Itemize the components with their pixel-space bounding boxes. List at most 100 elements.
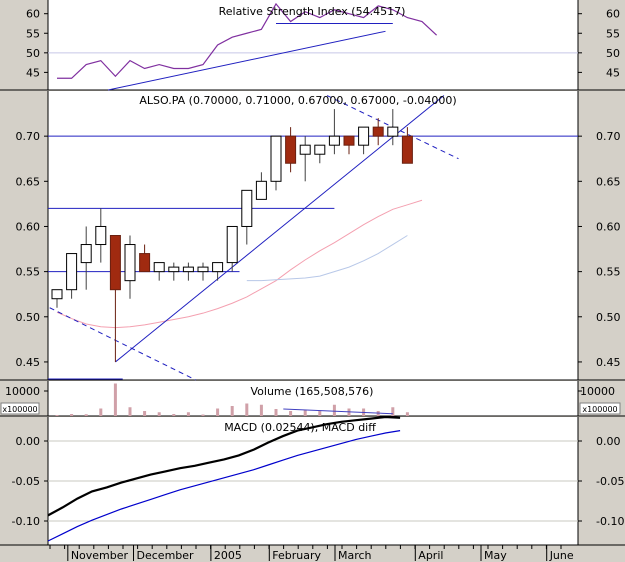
macd-line	[47, 415, 401, 517]
candle-up	[197, 266, 209, 273]
month-label: February	[272, 549, 321, 562]
month-label: June	[549, 549, 574, 562]
candle-up	[80, 244, 92, 264]
rsi-trendline	[107, 30, 386, 91]
candle-up	[66, 253, 78, 291]
volume-unit-box-left	[0, 402, 40, 415]
candle-down	[372, 126, 384, 137]
macd-signal-line	[47, 430, 401, 542]
moving-average-line	[246, 235, 408, 282]
month-label: November	[71, 549, 129, 562]
rsi-line	[57, 2, 438, 79]
candle-up	[51, 289, 63, 300]
price-left-tick-label: 0.50	[16, 311, 41, 324]
macd-left-tick-label: -0.10	[12, 515, 40, 528]
month-label: 2005	[214, 549, 242, 562]
candle-up	[314, 144, 326, 155]
macd-left-tick-label: -0.05	[12, 475, 40, 488]
candle-down	[285, 135, 297, 164]
dashed-trendline	[49, 307, 196, 381]
volume-trendline	[283, 408, 393, 415]
rsi-right-tick-label: 45	[606, 66, 620, 79]
volume-bar	[332, 404, 336, 416]
candle-up	[212, 262, 224, 273]
rsi-right-tick-label: 55	[606, 27, 620, 40]
volume-bar	[230, 406, 234, 416]
volume-bar	[128, 407, 132, 416]
candle-up	[124, 244, 136, 282]
candle-up	[241, 189, 253, 227]
volume-bar	[274, 409, 278, 416]
candle-down	[343, 135, 355, 146]
price-left-tick-label: 0.45	[16, 356, 41, 369]
rsi-right-tick-label: 50	[606, 47, 620, 60]
candle-up	[270, 135, 282, 182]
month-label: April	[418, 549, 443, 562]
volume-left-tick-label: 10000	[5, 385, 40, 398]
volume-bar	[84, 414, 88, 416]
volume-bar	[201, 414, 205, 416]
volume-bar	[245, 403, 249, 416]
rsi-title: Relative Strength Index (54.4517)	[219, 5, 406, 18]
volume-title: Volume (165,508,576)	[251, 385, 374, 398]
rsi-left-tick-label: 60	[26, 8, 40, 21]
candle-up	[153, 262, 165, 273]
volume-unit-box-right	[579, 402, 621, 415]
rsi-right-tick-label: 60	[606, 8, 620, 21]
volume-bar	[405, 412, 409, 416]
volume-unit-label-left: x100000	[2, 405, 37, 414]
price-left-tick-label: 0.70	[16, 130, 41, 143]
volume-bar	[391, 407, 395, 416]
candle-up	[255, 180, 267, 200]
macd-left-tick-label: 0.00	[16, 435, 41, 448]
price-right-tick-label: 0.55	[596, 266, 621, 279]
candle-up	[387, 126, 399, 137]
price-panel: 0.70 0.70 0.65 0.65 0.60 0.60 0.55 0.55 0.50 0.50…	[0, 91, 625, 381]
month-label: March	[338, 549, 372, 562]
candle-up	[226, 225, 238, 264]
rsi-left-tick-label: 45	[26, 66, 40, 79]
volume-bar	[55, 415, 59, 416]
rsi-panel: 60 60 55 55 50 50 45 45	[0, 0, 625, 91]
price-left-tick-label: 0.55	[16, 266, 41, 279]
volume-bar	[259, 404, 263, 416]
candle-up	[95, 225, 107, 246]
volume-right-tick-label: 10000	[580, 385, 615, 398]
price-left-tick-label: 0.60	[16, 220, 41, 233]
macd-panel: 0.00 0.00 -0.05 -0.05 -0.10 -0.10	[0, 415, 625, 546]
month-label: May	[484, 549, 507, 562]
candle-down	[401, 135, 413, 164]
volume-bar	[172, 414, 176, 416]
rsi-left-tick-label: 50	[26, 47, 40, 60]
macd-right-tick-label: -0.05	[596, 475, 624, 488]
volume-panel: 10000 10000 x100000 x100000	[0, 381, 625, 417]
volume-bar	[99, 408, 103, 416]
volume-bar	[318, 411, 322, 416]
price-right-tick-label: 0.60	[596, 220, 621, 233]
volume-bar	[157, 412, 161, 416]
price-right-tick-label: 0.70	[596, 130, 621, 143]
volume-bar	[216, 408, 220, 416]
trendline	[115, 95, 445, 363]
rsi-left-tick-label: 55	[26, 27, 40, 40]
candle-down	[139, 253, 151, 273]
price-right-tick-label: 0.45	[596, 356, 621, 369]
time-axis: November December 2005 February March April Ma…	[49, 545, 574, 562]
moving-average-line	[56, 199, 423, 329]
candle-up	[358, 126, 370, 146]
candle-up	[182, 266, 194, 273]
candle-up	[328, 135, 340, 146]
macd-right-tick-label: -0.10	[596, 515, 624, 528]
volume-bar	[113, 383, 117, 416]
volume-bar	[303, 409, 307, 416]
volume-bar	[70, 414, 74, 416]
price-plot-bg	[48, 91, 578, 380]
volume-unit-label-right: x100000	[582, 405, 617, 414]
price-right-tick-label: 0.65	[596, 175, 621, 188]
volume-bar	[289, 411, 293, 416]
price-title: ALSO.PA (0.70000, 0.71000, 0.67000, 0.67…	[139, 94, 456, 107]
candle-down	[109, 235, 121, 291]
candle-up	[299, 144, 311, 155]
volume-bar	[143, 411, 147, 416]
